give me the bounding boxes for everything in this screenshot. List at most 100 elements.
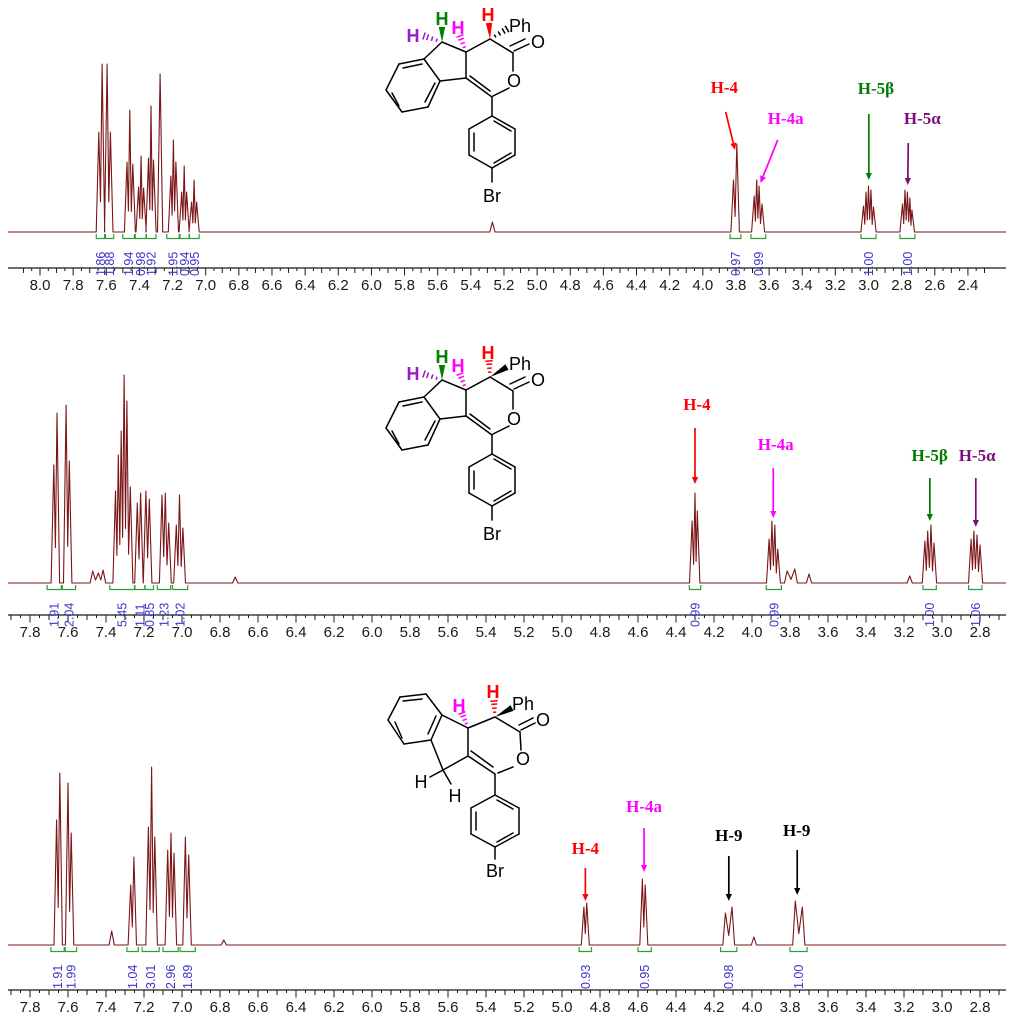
bond xyxy=(465,77,493,98)
bond xyxy=(493,120,512,132)
integral-value: 0.97 xyxy=(729,252,743,276)
tick-label: 7.8 xyxy=(20,624,41,641)
integral-bracket xyxy=(134,585,146,591)
spectrum-3: 7.8 7.6 7.4 7.2 7.0 6.8 6.6 6.4 6.2 6.0 5.8 5.6 5.4 5… xyxy=(8,682,1006,1016)
bond xyxy=(518,717,534,726)
tick-label: 4.8 xyxy=(590,624,611,641)
integral-value: 1.86 xyxy=(94,252,108,276)
bond xyxy=(430,714,443,741)
bond xyxy=(439,415,467,420)
hash-bond xyxy=(458,710,466,716)
tick-label: 7.2 xyxy=(162,277,183,294)
tick-label: 5.2 xyxy=(514,999,535,1016)
tick-label: 4.2 xyxy=(704,999,725,1016)
integral-value: 1.94 xyxy=(122,252,136,276)
peak-assignment-label: H-4 xyxy=(711,78,739,97)
tick-label: 3.0 xyxy=(932,624,953,641)
atom-label-br: Br xyxy=(483,524,501,544)
bond xyxy=(494,833,520,848)
bond xyxy=(470,794,496,809)
hash-bond xyxy=(435,376,438,380)
atom-label-green_h: H xyxy=(436,9,449,29)
tick-label: 7.0 xyxy=(172,999,193,1016)
tick-label: 4.0 xyxy=(742,999,763,1016)
peak-assignment-label: H-4a xyxy=(758,435,794,454)
hash-bond xyxy=(456,371,464,377)
tick-label: 5.2 xyxy=(514,624,535,641)
bond xyxy=(491,453,516,468)
assignment-arrowhead xyxy=(972,520,979,527)
tick-label: 3.6 xyxy=(818,999,839,1016)
tick-label: 6.0 xyxy=(362,624,383,641)
atom-label-red_h: H xyxy=(487,682,500,702)
hash-bond xyxy=(460,714,467,718)
tick-label: 6.6 xyxy=(248,999,269,1016)
integral-value: 1.91 xyxy=(48,603,62,627)
bond xyxy=(398,396,425,403)
tick-label: 2.8 xyxy=(970,624,991,641)
hash-bond xyxy=(462,383,466,387)
atom-label-carbonyl_o: O xyxy=(531,370,545,390)
integrals: 1.91 1.99 1.04 3.01 2.96 1.89 0.93 0.95 0.98 1.00 xyxy=(50,947,808,989)
tick-label: 5.6 xyxy=(438,999,459,1016)
bond xyxy=(491,154,516,169)
bond xyxy=(465,415,493,436)
tick-label: 8.0 xyxy=(30,277,51,294)
tick-label: 3.8 xyxy=(780,999,801,1016)
bond xyxy=(489,376,514,392)
integral-bracket xyxy=(750,234,767,240)
hash-bond xyxy=(456,33,464,39)
bond xyxy=(385,427,403,451)
integral-bracket xyxy=(109,585,136,591)
atom-label-ph: Ph xyxy=(512,694,534,714)
bond xyxy=(399,693,427,698)
assignment-arrow xyxy=(762,139,779,177)
integral-bracket xyxy=(162,947,179,953)
tick-label: 4.4 xyxy=(626,277,647,294)
integral-value: 1.88 xyxy=(103,252,117,276)
assignment-arrowhead xyxy=(641,865,648,872)
integral-bracket xyxy=(166,234,180,240)
assignment-arrowhead xyxy=(760,175,766,183)
wedge-bond xyxy=(490,364,509,377)
integral-bracket xyxy=(50,947,65,953)
integral-bracket xyxy=(122,234,135,240)
integral-bracket xyxy=(922,585,937,591)
assignment-arrowhead xyxy=(691,477,699,484)
atom-label-purple_h: H xyxy=(407,26,420,46)
bond xyxy=(385,401,400,429)
assignment-arrowhead xyxy=(904,178,911,185)
integral-value: 0.98 xyxy=(134,252,148,276)
tick-label: 7.8 xyxy=(63,277,84,294)
tick-label: 7.0 xyxy=(172,624,193,641)
hash-bond xyxy=(460,41,466,45)
integral-value: 1.04 xyxy=(126,965,140,989)
nmr-trace xyxy=(8,63,1006,233)
bond xyxy=(398,58,425,65)
atom-label-plain_h1: H xyxy=(415,772,428,792)
integrals: 1.861.88 1.940.981.92 1.950.940.95 0.97 0.99… xyxy=(94,234,916,276)
integral-value: 0.99 xyxy=(767,603,781,627)
assignments: H-4 H-4a H-5β H-5α xyxy=(683,395,996,527)
tick-label: 3.0 xyxy=(932,999,953,1016)
bond xyxy=(493,152,512,164)
bond xyxy=(402,63,423,69)
integral-bracket xyxy=(61,585,77,591)
hash-bond xyxy=(462,45,466,49)
bond xyxy=(402,698,423,702)
ppm-axis: 7.8 7.6 7.4 7.2 7.0 6.8 6.6 6.4 6.2 6.0 5.8 5.6 5.4 5… xyxy=(8,989,1006,1016)
integral-bracket xyxy=(156,585,172,591)
tick-label: 3.2 xyxy=(894,624,915,641)
integral-value: 2.04 xyxy=(62,603,76,627)
bond xyxy=(467,755,496,775)
atom-label-br: Br xyxy=(483,186,501,206)
atom-label-magenta_h: H xyxy=(452,356,465,376)
bond xyxy=(519,731,522,751)
tick-label: 4.2 xyxy=(704,624,725,641)
bond xyxy=(429,769,444,778)
integral-value: 1.89 xyxy=(181,965,195,989)
integral-bracket xyxy=(188,234,200,240)
bond xyxy=(427,80,441,108)
